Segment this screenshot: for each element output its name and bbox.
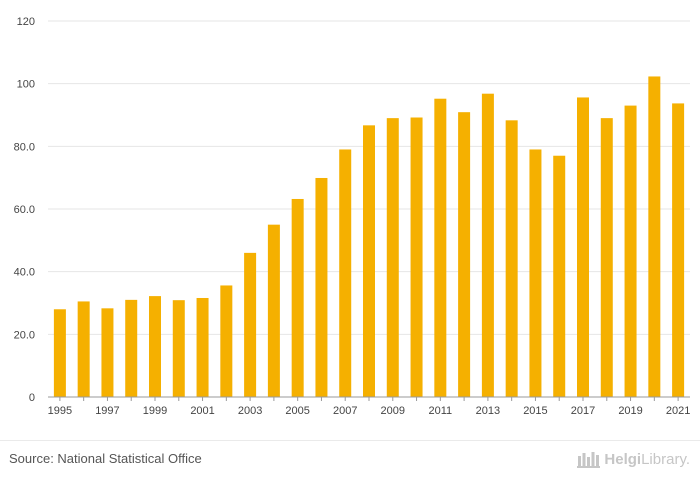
bar-2004 — [267, 224, 280, 397]
x-tick-label: 2001 — [190, 405, 214, 417]
y-tick-label: 20.0 — [14, 329, 35, 341]
bar-1999 — [149, 296, 161, 397]
bar-2011 — [434, 98, 447, 397]
tick-labels: 0 20.0 40.0 60.0 80.0 100 120 1995 1997 1999 2001 2… — [14, 16, 691, 417]
bar-2015 — [529, 149, 542, 397]
footer-divider — [0, 440, 700, 441]
x-tick-label: 1997 — [95, 405, 119, 417]
bar-2006 — [315, 177, 328, 397]
x-tick-label: 1995 — [48, 405, 72, 417]
bars — [53, 76, 685, 398]
x-tick-label: 2009 — [381, 405, 405, 417]
x-tick-label: 1999 — [143, 405, 167, 417]
y-tick-label: 0 — [29, 392, 35, 404]
bar-2003 — [244, 252, 257, 397]
bar-2009 — [386, 118, 399, 397]
bar-2014 — [505, 120, 518, 398]
y-tick-label: 120 — [17, 16, 35, 28]
bar-2012 — [458, 112, 471, 398]
bar-2019 — [624, 105, 637, 397]
helgi-library-logo[interactable]: Helgi Library. — [577, 449, 690, 469]
y-tick-label: 80.0 — [14, 141, 35, 153]
x-tick-label: 2011 — [429, 405, 453, 417]
bar-2010 — [410, 117, 423, 398]
axes — [48, 396, 690, 401]
x-tick-label: 2003 — [238, 405, 262, 417]
y-tick-label: 100 — [17, 79, 35, 91]
bar-2016 — [553, 155, 566, 397]
x-tick-label: 2017 — [571, 405, 595, 417]
bar-2018 — [600, 118, 613, 397]
bar-2000 — [172, 300, 185, 397]
library-icon — [577, 452, 601, 468]
bar-2007 — [339, 149, 352, 397]
x-tick-label: 2019 — [618, 405, 642, 417]
bar-1998 — [125, 299, 138, 397]
source-note: Source: National Statistical Office — [9, 451, 202, 466]
bar-2013 — [481, 93, 494, 398]
x-tick-label: 2007 — [333, 405, 357, 417]
x-tick-label: 2021 — [666, 405, 690, 417]
bar-2021 — [672, 103, 685, 397]
brand-name-bold: Helgi — [604, 450, 642, 468]
bar-2002 — [220, 285, 233, 397]
bar-2001 — [196, 297, 209, 397]
x-tick-label: 2013 — [476, 405, 500, 417]
bar-2005 — [291, 198, 304, 397]
bar-2008 — [363, 125, 375, 397]
bar-2020 — [648, 76, 661, 398]
y-tick-label: 40.0 — [14, 267, 35, 279]
x-tick-label: 2005 — [285, 405, 309, 417]
bar-chart: 0 20.0 40.0 60.0 80.0 100 120 1995 1997 1999 2001 2… — [14, 16, 691, 417]
x-tick-label: 2015 — [523, 405, 547, 417]
brand-name-rest: Library. — [641, 450, 690, 468]
bar-1997 — [101, 308, 114, 397]
bar-1995 — [53, 309, 66, 397]
chart-footer: Source: National Statistical Office Helg… — [0, 440, 700, 483]
bar-2017 — [577, 97, 589, 397]
y-tick-label: 60.0 — [14, 204, 35, 216]
bar-1996 — [77, 301, 90, 397]
